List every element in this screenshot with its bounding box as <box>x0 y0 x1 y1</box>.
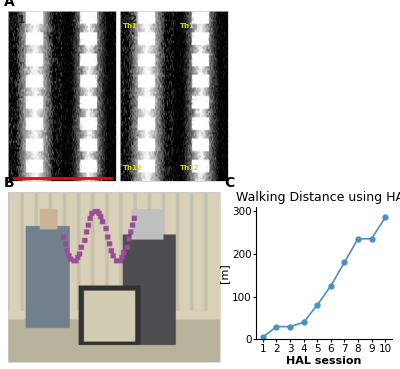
Text: A1: A1 <box>10 15 26 25</box>
Y-axis label: [m]: [m] <box>220 263 230 283</box>
Text: B: B <box>4 176 15 190</box>
Text: C: C <box>224 176 234 190</box>
X-axis label: HAL session: HAL session <box>286 356 362 366</box>
Title: Walking Distance using HAL: Walking Distance using HAL <box>236 191 400 204</box>
Text: Th12: Th12 <box>122 165 142 171</box>
Text: Th12: Th12 <box>179 165 199 171</box>
Text: A2: A2 <box>122 15 138 25</box>
Text: Th1: Th1 <box>122 23 137 29</box>
Text: Th1: Th1 <box>179 23 194 29</box>
Text: A: A <box>4 0 15 9</box>
